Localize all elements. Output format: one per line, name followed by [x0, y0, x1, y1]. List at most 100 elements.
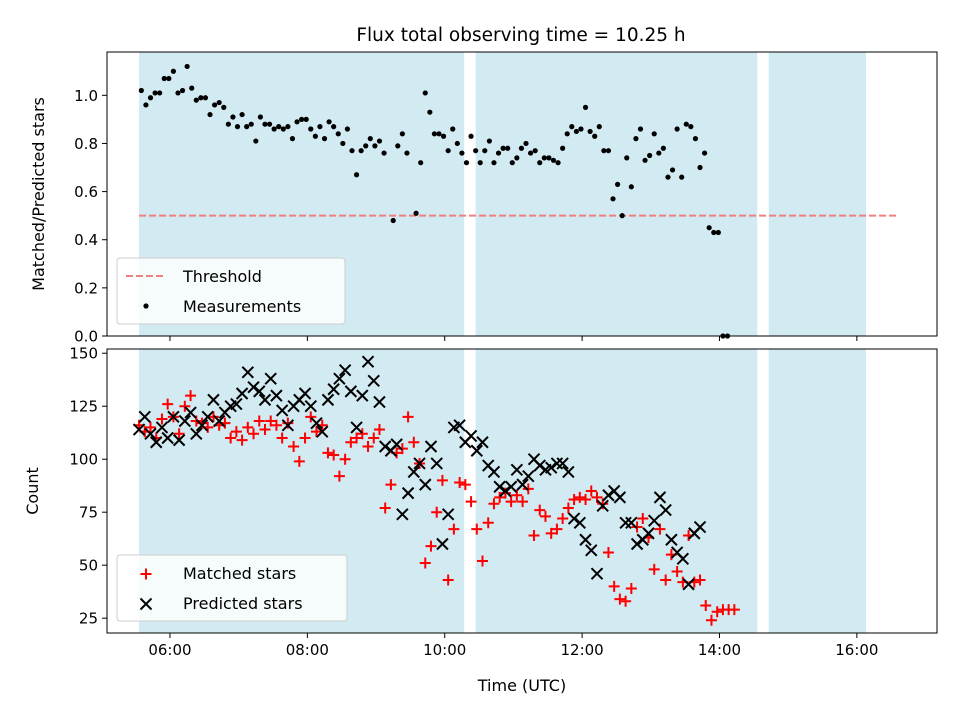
measurement-point [482, 148, 488, 154]
measurement-point [381, 150, 387, 156]
measurement-point [157, 90, 163, 96]
measurement-point [413, 210, 419, 216]
measurement-point [152, 90, 158, 96]
predicted-star-point [195, 419, 209, 432]
y-tick-label: 150 [69, 345, 98, 363]
measurement-point [518, 145, 525, 151]
matched-star-point [562, 502, 574, 514]
matched-star-point [299, 432, 311, 444]
x-tick-label: 06:00 [148, 641, 191, 659]
measurement-point [711, 229, 717, 236]
matched-star-point [236, 434, 248, 446]
measurement-point [289, 136, 296, 142]
predicted-star-point [665, 533, 678, 546]
matched-star-point [728, 604, 740, 616]
matched-star-point [660, 574, 672, 586]
measurement-point [674, 126, 680, 132]
predicted-star-point [253, 385, 266, 398]
matched-star-point [477, 555, 489, 567]
legend-matched-marker [140, 568, 152, 580]
matched-star-point [373, 424, 385, 436]
matched-star-point [305, 411, 317, 423]
matched-star-point [253, 415, 265, 427]
matched-star-point [459, 479, 471, 491]
x-axis-label: Time (UTC) [477, 676, 566, 695]
measurement-point [546, 155, 552, 161]
matched-star-point [471, 523, 483, 535]
measurement-point [541, 155, 547, 161]
predicted-star-point [316, 425, 329, 438]
measurement-point [216, 99, 222, 106]
measurement-point [514, 155, 520, 161]
measurement-point [642, 157, 648, 163]
measurement-point [628, 184, 634, 190]
matched-star-point [196, 417, 208, 429]
predicted-star-point [585, 544, 598, 557]
measurement-point [395, 143, 401, 149]
measurement-point [257, 114, 264, 120]
measurement-point [262, 121, 268, 127]
predicted-star-point [338, 363, 352, 377]
measurement-point [170, 68, 176, 74]
matched-star-point [551, 523, 563, 535]
measurement-point [495, 150, 502, 156]
matched-star-point [333, 470, 345, 482]
matched-star-point [482, 517, 494, 529]
predicted-star-point [596, 499, 609, 513]
matched-star-point [602, 546, 614, 558]
predicted-star-point [161, 431, 174, 445]
predicted-star-point [298, 387, 312, 400]
measurement-point [340, 140, 346, 147]
predicted-star-point [350, 421, 363, 434]
predicted-star-point [510, 463, 524, 477]
predicted-star-point [201, 410, 214, 424]
predicted-star-point [378, 440, 392, 453]
measurement-point [610, 196, 616, 202]
measurement-point [550, 157, 557, 163]
y-tick-label: 100 [69, 451, 98, 469]
measurement-point [619, 213, 625, 219]
measurement-point [560, 145, 566, 151]
measurement-point [679, 174, 685, 180]
matched-star-point [385, 479, 397, 491]
measurement-point [431, 131, 438, 137]
predicted-star-point [407, 465, 421, 479]
measurement-point [596, 124, 602, 130]
predicted-star-point [241, 366, 255, 379]
matched-star-point [402, 411, 414, 423]
bottom-legend-box [116, 554, 348, 622]
predicted-star-point [401, 486, 415, 500]
x-tick-label: 14:00 [698, 641, 741, 659]
predicted-star-point [144, 427, 157, 440]
x-tick-label: 08:00 [286, 641, 329, 659]
matched-star-point [368, 432, 380, 444]
measurement-point [175, 90, 181, 96]
measurement-point [308, 126, 314, 132]
measurement-point [271, 126, 277, 132]
observing-window-3 [768, 52, 867, 336]
bottom-panel: 25 50 75 100 125 150 06:00 08:00 10:00 12:00 14:0… [23, 345, 938, 695]
measurement-point [578, 126, 584, 132]
measurement-point [276, 124, 282, 130]
predicted-star-point [436, 537, 449, 551]
matched-star-point [156, 413, 168, 425]
matched-star-point [328, 449, 340, 461]
predicted-star-point [270, 389, 283, 402]
matched-star-point [585, 485, 597, 497]
predicted-star-point [230, 397, 243, 411]
measurement-point [637, 126, 644, 132]
measurement-point [500, 145, 506, 151]
matched-star-point [448, 523, 460, 535]
measurement-point [317, 124, 323, 130]
matched-star-point [711, 606, 723, 618]
measurement-point [312, 133, 318, 139]
y-tick-label: 0.4 [74, 231, 98, 249]
measurement-point [592, 133, 598, 139]
matched-star-point [259, 424, 271, 436]
predicted-star-point [167, 410, 180, 424]
figure-title: Flux total observing time = 10.25 h [356, 25, 685, 46]
measurement-point [161, 75, 167, 82]
matched-star-point [293, 455, 305, 467]
measurement-point [321, 136, 328, 142]
predicted-star-point [424, 440, 438, 453]
